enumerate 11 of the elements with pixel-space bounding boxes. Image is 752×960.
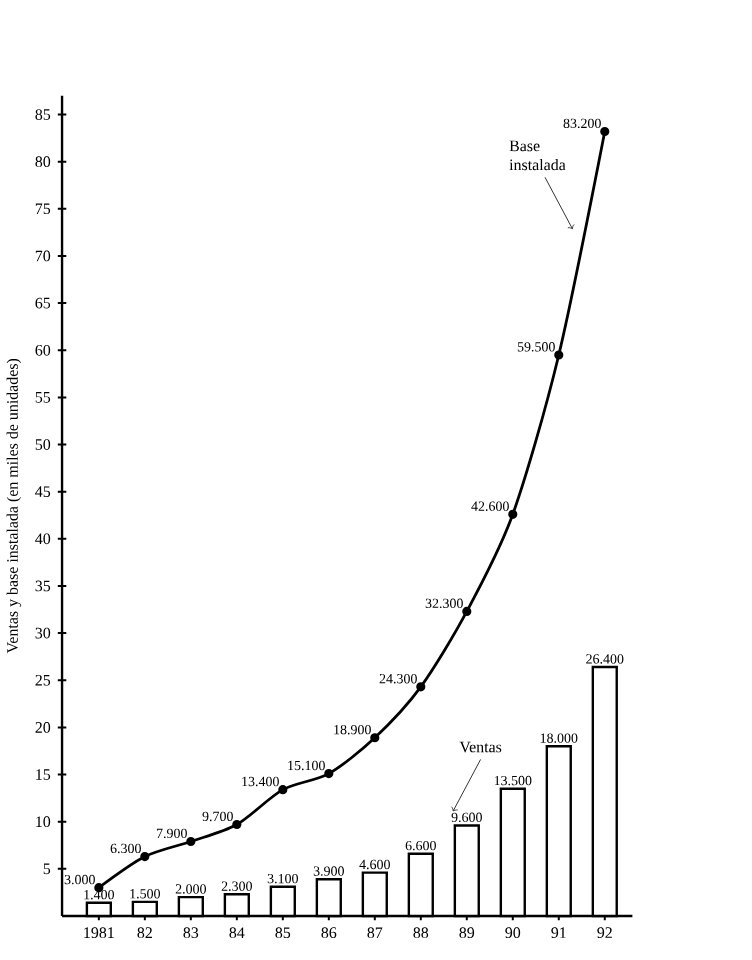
point xyxy=(507,509,517,519)
point xyxy=(231,819,242,830)
point xyxy=(461,606,471,617)
point xyxy=(277,785,287,795)
point xyxy=(139,851,150,862)
point xyxy=(415,682,425,692)
point xyxy=(599,126,609,137)
point xyxy=(369,733,379,743)
point xyxy=(323,769,333,779)
point xyxy=(553,350,563,360)
point xyxy=(185,836,196,847)
